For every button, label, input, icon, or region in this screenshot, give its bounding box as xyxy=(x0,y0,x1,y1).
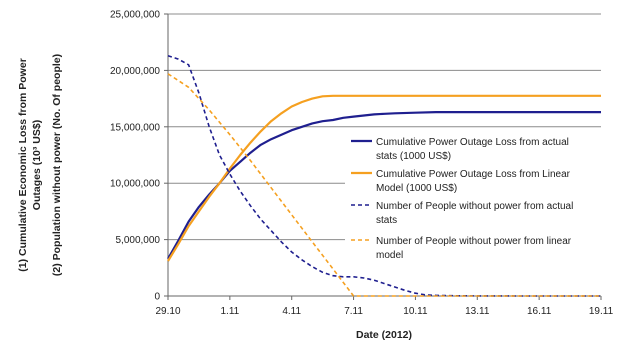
x-axis: 29.10 1.11 4.11 7.11 10.11 13.11 16.11 19.11 xyxy=(155,295,614,317)
legend-label-4-line-1: Number of People without power from line… xyxy=(376,236,572,247)
legend-label-2-line-1: Cumulative Power Outage Loss from Linear xyxy=(376,169,571,180)
y-axis-title-line-2: Outages (10³ US$) xyxy=(31,120,43,210)
y-axis-title-line-3: (2) Population without power (No. Of peo… xyxy=(51,54,63,276)
y-axis: 0 5,000,000 10,000,000 15,000,000 20,000,000… xyxy=(110,10,169,303)
legend-entry-3: Number of People without power from actu… xyxy=(351,201,573,226)
legend-label-1-line-2: stats (1000 US$) xyxy=(376,151,451,162)
x-tick-label: 29.10 xyxy=(155,306,180,317)
legend-entry-4: Number of People without power from line… xyxy=(351,236,572,261)
series-layer xyxy=(167,54,601,297)
x-tick-label: 1.11 xyxy=(220,306,239,317)
legend-label-4-line-2: model xyxy=(376,250,403,261)
y-tick-label: 20,000,000 xyxy=(110,66,160,77)
series-line-2 xyxy=(167,94,601,262)
legend-box xyxy=(345,128,607,265)
y-axis-title-line-1: (1) Cumulative Economic Loss from Power xyxy=(17,58,29,272)
series-line-4 xyxy=(167,73,601,297)
x-tick-label: 4.11 xyxy=(282,306,301,317)
y-tick-label: 15,000,000 xyxy=(110,122,160,133)
x-tick-label: 13.11 xyxy=(465,306,490,317)
legend-label-1-line-1: Cumulative Power Outage Loss from actual xyxy=(376,137,569,148)
x-tick-label: 19.11 xyxy=(589,306,614,317)
legend-label-2-line-2: Model (1000 US$) xyxy=(376,183,457,194)
x-tick-label: 7.11 xyxy=(344,306,363,317)
legend-entry-2: Cumulative Power Outage Loss from Linear… xyxy=(351,169,571,194)
y-tick-label: 25,000,000 xyxy=(110,10,160,21)
y-tick-label: 5,000,000 xyxy=(116,235,161,246)
legend-entry-1: Cumulative Power Outage Loss from actual… xyxy=(351,137,569,162)
legend-label-3-line-2: stats xyxy=(376,215,397,226)
y-tick-label: 10,000,000 xyxy=(110,179,160,190)
x-tick-label: 16.11 xyxy=(527,306,552,317)
legend: Cumulative Power Outage Loss from actual… xyxy=(345,128,607,265)
x-tick-label: 10.11 xyxy=(403,306,428,317)
legend-label-3-line-1: Number of People without power from actu… xyxy=(376,201,573,212)
x-axis-title: Date (2012) xyxy=(356,329,412,341)
y-tick-label: 0 xyxy=(154,292,160,303)
